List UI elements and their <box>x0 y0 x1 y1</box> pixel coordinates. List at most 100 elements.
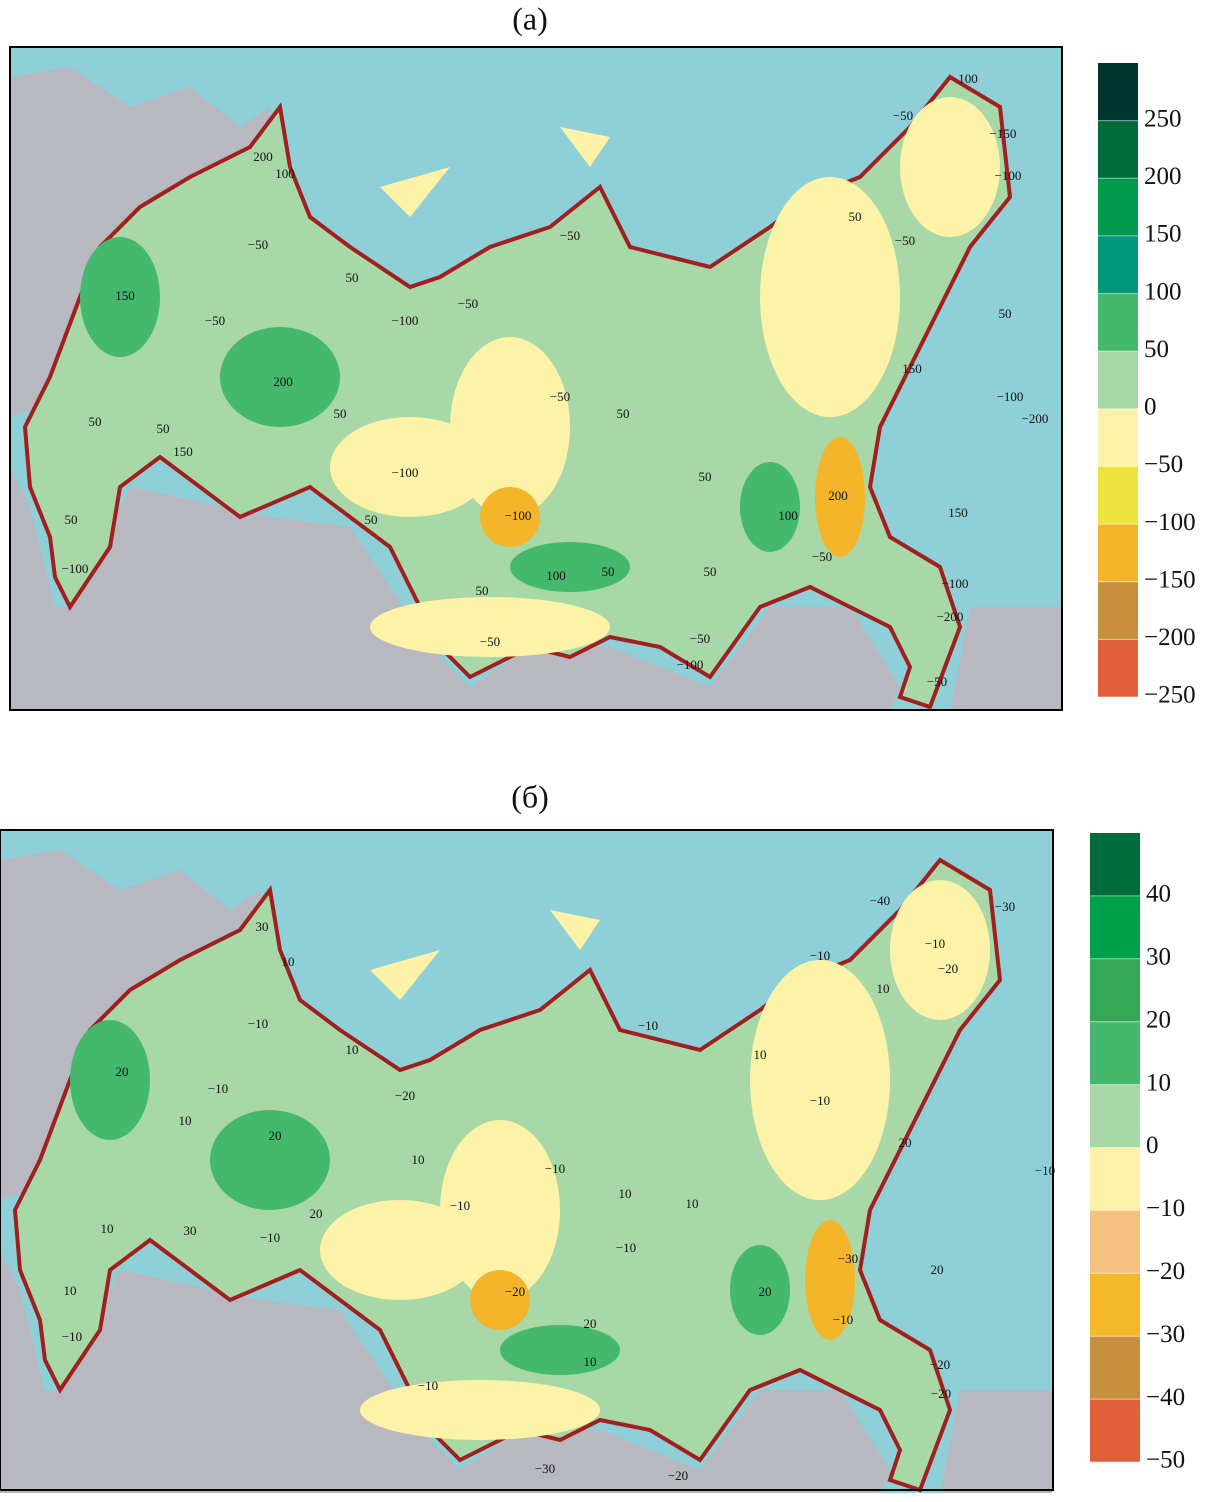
colorbar-band <box>1090 1021 1140 1085</box>
contour-label: 10 <box>686 1196 699 1211</box>
colorbar-tick-label: −50 <box>1146 1447 1185 1474</box>
contour-label: −50 <box>690 631 710 646</box>
contour-label: 50 <box>849 209 862 224</box>
contour-label: 10 <box>754 1047 767 1062</box>
contour-label: 10 <box>877 981 890 996</box>
contour-label: −10 <box>638 1018 658 1033</box>
contour-label: 150 <box>115 288 135 303</box>
contour-label: 30 <box>256 919 269 934</box>
panel-title: (a) <box>512 0 548 36</box>
contour-label: −50 <box>248 237 268 252</box>
colorbar-tick-label: −50 <box>1144 451 1183 478</box>
contour-label: −20 <box>395 1088 415 1103</box>
contour-label: −100 <box>62 561 89 576</box>
contour-label: 50 <box>334 406 347 421</box>
contour-label: 20 <box>310 1206 323 1221</box>
colorbar-tick-label: 250 <box>1144 105 1182 132</box>
contour-label: −100 <box>392 465 419 480</box>
contour-label: −50 <box>550 389 570 404</box>
contour-label: 100 <box>778 508 798 523</box>
contour-label: −10 <box>810 948 830 963</box>
map-frame <box>0 829 1054 1491</box>
colorbar-band <box>1098 408 1138 467</box>
colorbar-tick-label: −100 <box>1144 509 1196 536</box>
colorbar-tick-label: 40 <box>1146 881 1171 908</box>
contour-label: 30 <box>184 1223 197 1238</box>
colorbar-tick-label: −20 <box>1146 1258 1185 1285</box>
colorbar-tick-label: −30 <box>1146 1321 1185 1348</box>
contour-label: 10 <box>584 1354 597 1369</box>
colorbar-tick-label: −40 <box>1146 1384 1185 1411</box>
contour-label: −10 <box>1035 1163 1055 1178</box>
contour-label: −50 <box>812 549 832 564</box>
colorbar-band <box>1098 524 1138 582</box>
map <box>10 47 1062 710</box>
colorbar-band <box>1090 1210 1140 1274</box>
colorbar-tick-label: −250 <box>1144 682 1196 709</box>
contour-label: −200 <box>937 609 964 624</box>
colorbar-band <box>1098 235 1138 294</box>
colorbar-tick-label: 200 <box>1144 163 1182 190</box>
contour-label: −50 <box>480 634 500 649</box>
contour-label: −20 <box>505 1284 525 1299</box>
contour-label: −100 <box>677 657 704 672</box>
map <box>0 830 1052 1493</box>
contour-label: 10 <box>412 1152 425 1167</box>
contour-label: 50 <box>999 306 1012 321</box>
colorbar-tick-label: 50 <box>1144 336 1169 363</box>
contour-label: −100 <box>942 576 969 591</box>
colorbar-tick-label: 100 <box>1144 278 1182 305</box>
contour-label: −100 <box>505 508 532 523</box>
contour-label: −20 <box>668 1468 688 1483</box>
contour-label: −40 <box>870 893 890 908</box>
map-frame <box>9 46 1063 711</box>
colorbar-band <box>1098 351 1138 409</box>
contour-label: −10 <box>616 1240 636 1255</box>
contour-label: 10 <box>179 1113 192 1128</box>
contour-label: −100 <box>997 389 1024 404</box>
contour-label: −10 <box>925 936 945 951</box>
contour-label: 100 <box>546 568 566 583</box>
contour-label: −50 <box>893 108 913 123</box>
colorbar-tick-label: 20 <box>1146 1006 1171 1033</box>
contour-label: −10 <box>248 1016 268 1031</box>
contour-label: 10 <box>64 1283 77 1298</box>
colorbar-band <box>1098 639 1138 697</box>
contour-label: 10 <box>282 954 295 969</box>
contour-label: −50 <box>458 296 478 311</box>
contour-label: −50 <box>895 233 915 248</box>
colorbar-band <box>1098 581 1138 640</box>
colorbar-band <box>1098 63 1138 121</box>
contour-label: 100 <box>275 166 295 181</box>
colorbar-band <box>1098 293 1138 352</box>
contour-label: −100 <box>995 168 1022 183</box>
colorbar-tick-label: 10 <box>1146 1069 1171 1096</box>
contour-label: −10 <box>810 1093 830 1108</box>
contour-label: −50 <box>205 313 225 328</box>
contour-label: −30 <box>995 899 1015 914</box>
contour-label: −20 <box>931 1386 951 1401</box>
contour-label: −30 <box>535 1461 555 1476</box>
contour-label: 150 <box>173 444 193 459</box>
colorbar-band <box>1090 1399 1140 1462</box>
colorbar-band <box>1090 833 1140 896</box>
colorbar-band <box>1098 178 1138 236</box>
colorbar-tick-label: 0 <box>1144 394 1157 421</box>
contour-label: 20 <box>759 1284 772 1299</box>
contour-label: 20 <box>269 1128 282 1143</box>
contour-label: 20 <box>116 1064 129 1079</box>
contour-label: 50 <box>617 406 630 421</box>
contour-label: 20 <box>584 1316 597 1331</box>
colorbar-band <box>1090 1147 1140 1211</box>
contour-label: −10 <box>545 1161 565 1176</box>
panel-title: (б) <box>511 778 549 814</box>
contour-label: 50 <box>65 512 78 527</box>
contour-label: −150 <box>990 126 1017 141</box>
contour-label: −10 <box>208 1081 228 1096</box>
contour-label: 50 <box>157 421 170 436</box>
colorbar-tick-label: 30 <box>1146 944 1171 971</box>
contour-label: 200 <box>273 374 293 389</box>
colorbar-tick-label: −150 <box>1144 566 1196 593</box>
contour-label: 50 <box>476 583 489 598</box>
contour-label: 50 <box>346 270 359 285</box>
